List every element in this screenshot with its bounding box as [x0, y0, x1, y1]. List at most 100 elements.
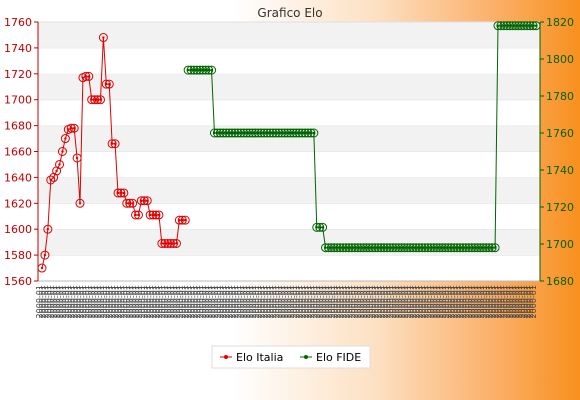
x-tick-label: 2000-01	[222, 285, 231, 318]
x-tick-label: 2000-01	[509, 285, 518, 318]
x-tick-label: 2000-01	[459, 285, 468, 318]
x-tick-label: 2000-01	[237, 285, 246, 318]
italia-point	[104, 79, 114, 89]
x-tick-label: 2000-01	[409, 285, 418, 318]
x-tick-label: 2000-01	[430, 285, 439, 318]
italia-point	[55, 159, 65, 169]
right-tick-label: 1700	[546, 238, 574, 251]
x-tick-label: 2000-01	[152, 285, 161, 318]
italia-point	[119, 188, 129, 198]
x-tick-label: 2000-01	[415, 285, 424, 318]
italia-point-dot	[146, 199, 149, 202]
x-tick-label: 2000-01	[216, 285, 225, 318]
x-tick-label: 2000-01	[184, 285, 193, 318]
x-tick-label: 2000-01	[313, 285, 322, 318]
x-tick-label: 2000-01	[307, 285, 316, 318]
x-tick-label: 2000-01	[494, 285, 503, 318]
x-tick-label: 2000-01	[272, 285, 281, 318]
x-tick-label: 2000-01	[339, 285, 348, 318]
italia-point-dot	[175, 242, 178, 245]
grid-band	[38, 151, 540, 178]
fide-point-dot	[493, 246, 497, 249]
grid-band	[38, 22, 540, 48]
x-tick-label: 2000-01	[137, 285, 146, 318]
x-tick-label: 2000-01	[50, 285, 59, 318]
left-tick-label: 1620	[4, 197, 32, 210]
x-tick-label: 2000-01	[44, 285, 53, 318]
grid-band	[38, 255, 540, 281]
x-tick-label: 2000-01	[117, 285, 126, 318]
legend-box	[211, 345, 371, 369]
x-tick-label: 2000-01	[257, 285, 266, 318]
x-tick-label: 2000-01	[473, 285, 482, 318]
x-tick-label: 2000-01	[465, 285, 474, 318]
italia-point	[154, 210, 164, 220]
x-tick-label: 2000-01	[319, 285, 328, 318]
x-tick-label: 2000-01	[383, 285, 392, 318]
x-tick-label: 2000-01	[371, 285, 380, 318]
x-tick-label: 2000-01	[126, 285, 135, 318]
italia-point	[43, 224, 53, 234]
x-tick-label: 2000-01	[310, 285, 319, 318]
x-tick-label: 2000-01	[520, 285, 529, 318]
left-axis: 1560 1580 1600 1620 1640 1660 1680 1700 1720 1740…	[4, 16, 39, 288]
x-tick-label: 2000-01	[108, 285, 117, 318]
italia-point	[128, 198, 138, 208]
fide-point-dot	[210, 68, 213, 72]
x-tick-label: 2000-01	[129, 285, 138, 318]
x-tick-label: 2000-01	[397, 285, 406, 318]
italia-point	[69, 123, 79, 133]
x-tick-label: 2000-01	[140, 285, 149, 318]
x-tick-label: 2000-01	[58, 285, 67, 318]
fide-point-dot	[321, 226, 324, 229]
x-tick-label: 2000-01	[111, 285, 120, 318]
italia-point-dot	[43, 253, 47, 257]
x-tick-label: 2000-01	[424, 285, 433, 318]
italia-point-dot	[131, 202, 134, 205]
italia-point-dot	[61, 150, 64, 153]
italia-point-dot	[75, 156, 79, 160]
x-tick-label: 2000-01	[351, 285, 360, 318]
x-tick-label: 2000-01	[368, 285, 377, 318]
x-tick-label: 2000-01	[330, 285, 339, 318]
x-tick-label: 2000-01	[275, 285, 284, 318]
right-tick-label: 1800	[546, 53, 574, 66]
italia-point-dot	[64, 137, 67, 140]
x-tick-label: 2000-01	[497, 285, 506, 318]
x-tick-label: 2000-01	[146, 285, 155, 318]
left-tick-label: 1560	[4, 275, 32, 288]
x-tick-label: 2000-01	[468, 285, 477, 318]
x-tick-label: 2000-01	[155, 285, 164, 318]
x-tick-label: 2000-01	[503, 285, 512, 318]
legend: Elo Italia Elo FIDE	[211, 345, 371, 369]
x-tick-label: 2000-01	[389, 285, 398, 318]
x-tick-label: 2000-01	[131, 285, 140, 318]
x-tick-label: 2000-01	[281, 285, 290, 318]
italia-point	[180, 215, 190, 225]
italia-point	[46, 175, 56, 185]
x-tick-label: 2000-01	[213, 285, 222, 318]
x-tick-label: 2000-01	[447, 285, 456, 318]
x-tick-label: 2000-01	[172, 285, 181, 318]
x-tick-label: 2000-01	[485, 285, 494, 318]
italia-point-dot	[157, 213, 161, 217]
italia-point-dot	[184, 218, 187, 222]
x-tick-label: 2000-01	[64, 285, 73, 318]
x-tick-label: 2000-01	[96, 285, 105, 318]
x-tick-label: 2000-01	[143, 285, 152, 318]
italia-point-dot	[102, 36, 105, 39]
x-tick-label: 2000-01	[263, 285, 272, 318]
x-tick-label: 2000-01	[444, 285, 453, 318]
left-tick-label: 1640	[4, 171, 32, 184]
fide-point-dot	[312, 131, 316, 135]
x-tick-label: 2000-01	[99, 285, 108, 318]
fide-point-dot	[534, 24, 538, 27]
x-tick-label: 2000-01	[380, 285, 389, 318]
italia-line	[41, 37, 186, 269]
x-tick-label: 2000-01	[88, 285, 97, 318]
x-tick-label: 2000-01	[529, 285, 538, 318]
x-tick-label: 2000-01	[158, 285, 167, 318]
italia-point-dot	[40, 266, 44, 270]
plot-background	[38, 21, 540, 282]
